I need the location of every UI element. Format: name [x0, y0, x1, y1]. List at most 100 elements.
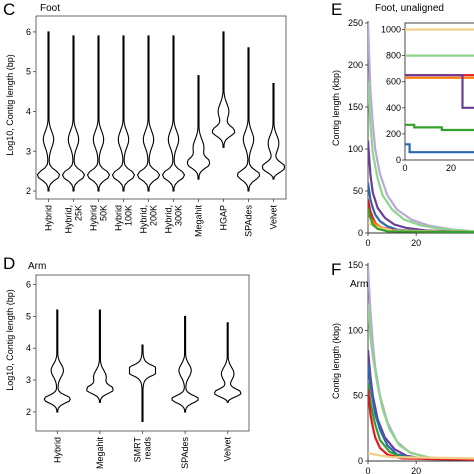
- series-line-6: [368, 388, 474, 461]
- series-line-1: [368, 267, 474, 461]
- x-tick-label: 0: [365, 466, 370, 474]
- y-tick-label: 4: [26, 106, 31, 116]
- violin-spades: [236, 47, 261, 192]
- y-tick-label: 100: [348, 144, 363, 154]
- x-tick-label: Hybrid,200K: [139, 205, 159, 234]
- panel-e: E Foot, unaligned Contig length (kbp) 0 5…: [331, 0, 474, 248]
- panel-e-title: Foot, unaligned: [375, 3, 444, 14]
- y-tick-label: 0: [358, 456, 363, 466]
- panel-f: F Arm Contig length (kbp) 0 50 100 150 0 20: [331, 260, 474, 474]
- series-line-2: [368, 81, 474, 233]
- y-tick-label: 6: [26, 280, 31, 290]
- violin-hgap: [211, 31, 236, 148]
- inset-y-tick-label: 200: [386, 129, 401, 139]
- y-tick-label: 50: [353, 391, 363, 401]
- panel-d-title: Arm: [28, 261, 46, 272]
- x-tick-label: SMRTreads: [133, 437, 153, 463]
- y-tick-label: 3: [26, 146, 31, 156]
- panel-c-y-axis: 2 3 4 5 6: [26, 27, 36, 196]
- inset-y-tick-label: 600: [386, 77, 401, 87]
- y-tick-label: 50: [353, 186, 363, 196]
- x-tick-label: 20: [411, 466, 421, 474]
- x-tick-label: 0: [365, 238, 370, 248]
- x-tick-label: Megahit: [194, 205, 204, 238]
- series-line-5: [368, 382, 474, 461]
- violin-velvet: [214, 322, 242, 403]
- x-tick-label: Velvet: [223, 437, 233, 462]
- inset-y-tick-label: 1000: [381, 25, 401, 35]
- panel-label-e: E: [331, 0, 342, 19]
- panel-f-ylabel: Contig length (kbp): [331, 323, 341, 399]
- inset-x-tick-label: 0: [402, 163, 407, 173]
- panel-c-frame: [35, 15, 287, 200]
- violin-megahit: [186, 75, 211, 180]
- x-tick-label: Hybrid100K: [114, 205, 134, 231]
- y-tick-label: 250: [348, 18, 363, 28]
- inset-y-tick-label: 800: [386, 51, 401, 61]
- y-tick-label: 200: [348, 60, 363, 70]
- x-tick-label: Hybrid,25K: [64, 205, 84, 234]
- panel-d-ylabel: Log10, Contig length (bp): [5, 289, 15, 391]
- panel-label-d: D: [3, 254, 15, 273]
- panel-e-lines: [368, 22, 474, 233]
- violin-hybrid: [43, 309, 71, 413]
- y-tick-label: 5: [26, 67, 31, 77]
- series-line-3: [368, 140, 474, 233]
- panel-c-violins: [36, 31, 286, 192]
- x-tick-label: Megahit: [95, 437, 105, 470]
- panel-f-title: Arm: [350, 279, 368, 290]
- panel-c: C Foot Log10, Contig length (bp) 2 3 4 5 6 H…: [3, 0, 287, 237]
- x-tick-label: Hybrid,300K: [164, 205, 184, 234]
- series-line-7: [368, 452, 474, 460]
- violin-megahit: [86, 309, 114, 403]
- x-tick-label: SPAdes: [244, 205, 254, 237]
- violin-hybrid-25k: [61, 35, 86, 192]
- series-line-1: [368, 22, 474, 233]
- y-tick-label: 150: [348, 260, 363, 270]
- y-tick-label: 4: [26, 343, 31, 353]
- panel-d-y-axis: 2 3 4 5 6: [26, 280, 36, 417]
- inset-frame: [404, 22, 474, 161]
- y-tick-label: 3: [26, 375, 31, 385]
- inset-series-line-6: [405, 123, 474, 132]
- inset-x-tick-label: 20: [446, 163, 456, 173]
- inset-y-tick-label: 0: [396, 155, 401, 165]
- panel-label-f: F: [331, 260, 341, 279]
- panel-c-title: Foot: [40, 3, 60, 14]
- violin-hybrid-100k: [111, 35, 136, 192]
- series-line-2: [368, 304, 474, 461]
- y-tick-label: 100: [348, 325, 363, 335]
- violin-hybrid: [36, 31, 61, 192]
- y-tick-label: 2: [26, 186, 31, 196]
- panel-d-violins: [43, 309, 242, 422]
- y-tick-label: 6: [26, 27, 31, 37]
- panel-d: D Arm Log10, Contig length (bp) 2 3 4 5 6 Hy…: [3, 254, 250, 470]
- panel-d-x-axis: Hybrid Megahit SMRTreads SPAdes Velvet: [52, 431, 233, 470]
- panel-e-inset: 0 200 400 600 800 1000 0 20: [381, 22, 474, 173]
- x-tick-label: Hybrid: [44, 205, 54, 231]
- panel-f-lines: [368, 267, 474, 461]
- inset-series-line-7: [405, 143, 474, 154]
- inset-series-line-5: [405, 74, 474, 109]
- x-tick-label: 20: [411, 238, 421, 248]
- violin-hybrid-300k: [161, 35, 186, 192]
- panel-label-c: C: [3, 0, 15, 19]
- x-tick-label: SPAdes: [180, 437, 190, 469]
- violin-hybrid-200k: [136, 35, 161, 192]
- panel-f-axes: 0 50 100 150 0 20: [348, 260, 474, 474]
- inset-y-tick-label: 400: [386, 103, 401, 113]
- violin-hybrid-50k: [86, 35, 111, 192]
- panel-e-ylabel: Contig length (kbp): [331, 70, 341, 146]
- y-tick-label: 0: [358, 228, 363, 238]
- y-tick-label: 2: [26, 407, 31, 417]
- x-tick-label: Velvet: [269, 205, 279, 230]
- violin-spades: [171, 315, 199, 413]
- x-tick-label: HGAP: [219, 205, 229, 231]
- panel-c-x-axis: Hybrid Hybrid,25K Hybrid50K Hybrid100K Hybri…: [44, 199, 279, 237]
- violin-smrt-reads: [128, 344, 157, 422]
- x-tick-label: Hybrid: [52, 437, 62, 463]
- y-tick-label: 5: [26, 311, 31, 321]
- x-tick-label: Hybrid50K: [89, 205, 109, 231]
- y-tick-label: 150: [348, 102, 363, 112]
